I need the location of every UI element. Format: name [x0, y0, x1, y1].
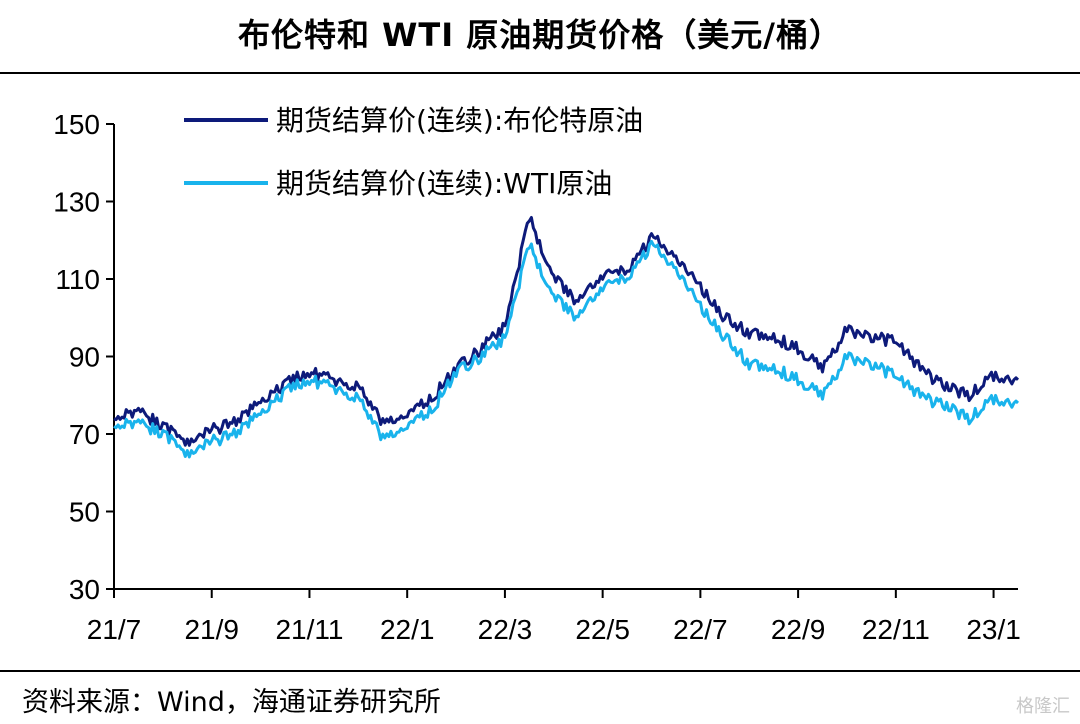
y-tick-label: 70 [69, 419, 100, 450]
x-tick-label: 21/9 [184, 614, 239, 645]
x-tick-label: 21/11 [275, 614, 343, 645]
watermark-logo: 格隆汇 [1016, 696, 1070, 717]
source-note: 资料来源：Wind，海通证券研究所 [22, 687, 441, 718]
x-tick-label: 22/9 [771, 614, 826, 645]
y-tick-label: 130 [53, 187, 100, 218]
x-tick-label: 21/7 [87, 614, 142, 645]
y-tick-label: 110 [55, 264, 100, 295]
x-tick-label: 22/1 [380, 614, 435, 645]
y-tick-label: 50 [69, 497, 100, 528]
x-tick-label: 22/3 [478, 614, 533, 645]
legend-label-1: 期货结算价(连续):WTI原油 [276, 167, 612, 200]
title-rule [0, 72, 1080, 74]
x-tick-label: 22/7 [673, 614, 728, 645]
axes: 30 50 70 90 110 130 150 21/7 21/9 21/11 22/1 22/3 22… [53, 109, 1021, 645]
chart-title: 布伦特和 WTI 原油期货价格（美元/桶） [237, 16, 842, 54]
x-tick-label: 23/1 [966, 614, 1021, 645]
y-tick-label: 150 [53, 109, 100, 140]
y-tick-label: 90 [69, 342, 100, 373]
series-line-0 [113, 216, 1020, 447]
source-rule [0, 670, 1080, 672]
y-tick-label: 30 [69, 574, 100, 605]
series-line-1 [113, 239, 1020, 459]
x-tick-label: 22/11 [862, 614, 930, 645]
x-tick-label: 22/5 [575, 614, 630, 645]
legend-label-0: 期货结算价(连续):布伦特原油 [276, 104, 643, 137]
series-layer [113, 216, 1020, 459]
